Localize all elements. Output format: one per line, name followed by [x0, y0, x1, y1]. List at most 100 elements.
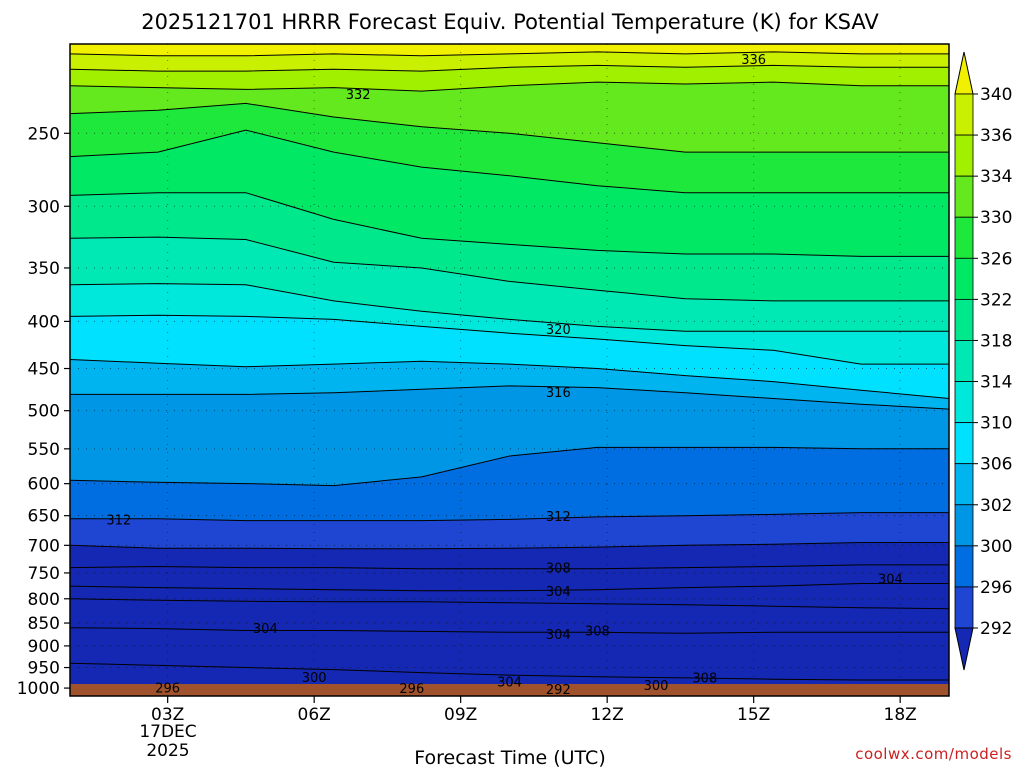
contour-line — [69, 627, 949, 634]
x-tick-label: 15Z — [737, 705, 770, 725]
contour-label: 308 — [585, 624, 610, 639]
y-tick-label: 850 — [28, 614, 60, 634]
colorbar-segment — [954, 504, 974, 547]
y-tick-label: 300 — [28, 197, 60, 217]
y-axis: 250 300 350 400 450 500 550 600 650 700 750 800 850 9… — [17, 124, 70, 699]
contour-line — [69, 236, 949, 302]
contour-label: 292 — [546, 683, 571, 698]
contour-line — [69, 51, 949, 57]
colorbar-label: 336 — [980, 126, 1012, 146]
y-tick-label: 750 — [28, 564, 60, 584]
x-date-line-2: 2025 — [146, 741, 189, 761]
colorbar-label: 330 — [980, 208, 1012, 228]
contour-band — [70, 385, 949, 486]
colorbar-segment — [954, 340, 974, 382]
y-tick-label: 900 — [28, 637, 60, 657]
colorbar-label: 300 — [980, 537, 1012, 557]
contour-band — [70, 130, 949, 257]
colorbar-segment — [954, 586, 974, 629]
contour-label: 296 — [155, 682, 180, 697]
y-tick-label: 250 — [28, 124, 60, 144]
contour-label: 308 — [546, 562, 571, 577]
x-axis: 03Z 06Z 09Z 12Z 15Z 18Z — [151, 696, 917, 725]
contour-label: 336 — [741, 53, 766, 68]
colorbar-segment — [954, 298, 974, 341]
contour-line — [69, 662, 949, 681]
contour-line — [69, 446, 949, 487]
contour-line — [69, 192, 949, 257]
contour-line — [69, 359, 950, 399]
credit-text: coolwx.com/models — [855, 745, 1012, 763]
contour-band — [70, 315, 949, 399]
contour-label: 312 — [106, 513, 131, 528]
contour-label-layer: 336 332 320 316 312 312 308 304 304 304 304 308 300 3… — [106, 53, 903, 698]
colorbar-label: 296 — [980, 578, 1012, 598]
contour-label: 308 — [692, 671, 717, 686]
y-tick-label: 500 — [28, 402, 60, 422]
contour-label: 312 — [546, 510, 571, 525]
contour-line — [69, 542, 949, 550]
contour-band — [70, 237, 949, 332]
colorbar-label: 318 — [980, 331, 1012, 351]
contour-fill-layer — [70, 44, 949, 696]
contour-label: 304 — [497, 676, 522, 691]
y-tick-label: 350 — [28, 259, 60, 279]
contour-line — [69, 583, 949, 592]
contour-label: 316 — [546, 386, 571, 401]
colorbar-label: 314 — [980, 373, 1012, 393]
contour-band — [70, 103, 949, 193]
x-tick-label: 09Z — [444, 705, 477, 725]
contour-band — [70, 283, 949, 365]
contour-label: 304 — [546, 585, 571, 600]
y-tick-label: 600 — [28, 475, 60, 495]
contour-line — [69, 314, 949, 365]
contour-band — [70, 542, 949, 569]
x-date-line-1: 17DEC — [139, 722, 196, 742]
contour-label: 304 — [878, 572, 903, 587]
x-axis-title: Forecast Time (UTC) — [414, 747, 605, 768]
colorbar-label: 334 — [980, 167, 1012, 187]
contour-band — [70, 627, 949, 680]
y-tick-label: 650 — [28, 507, 60, 527]
colorbar-segment — [954, 175, 974, 218]
contour-line — [69, 283, 949, 332]
colorbar-label: 292 — [980, 619, 1012, 639]
colorbar-top-arrow — [954, 51, 974, 95]
colorbar-segment — [954, 463, 974, 506]
contour-line — [69, 64, 949, 72]
contour-label: 296 — [399, 682, 424, 697]
plot-frame — [69, 43, 950, 697]
contour-band — [70, 447, 949, 521]
colorbar-segment — [954, 257, 974, 300]
contour-line — [70, 385, 950, 410]
colorbar-label: 340 — [980, 85, 1012, 105]
colorbar-segment — [954, 134, 974, 177]
x-tick-label: 03Z — [151, 705, 184, 725]
colorbar-segment — [954, 381, 974, 424]
colorbar-label: 310 — [980, 414, 1012, 434]
colorbar-segment — [954, 93, 974, 136]
ground-layer — [70, 684, 949, 696]
y-tick-label: 800 — [28, 590, 60, 610]
y-tick-label: 400 — [28, 312, 60, 332]
x-tick-label: 12Z — [591, 705, 624, 725]
contour-line — [69, 102, 949, 153]
contour-band — [70, 192, 949, 301]
colorbar-segment — [954, 545, 974, 588]
y-tick-label: 550 — [28, 440, 60, 460]
y-tick-label: 950 — [28, 659, 60, 679]
contour-band — [70, 598, 949, 634]
colorbar-segment — [954, 216, 974, 259]
colorbar-label: 326 — [980, 249, 1012, 269]
contour-label: 304 — [546, 628, 571, 643]
contour-band — [70, 512, 949, 549]
y-tick-label: 700 — [28, 536, 60, 556]
colorbar-label: 306 — [980, 455, 1012, 475]
contour-line — [69, 598, 950, 610]
y-tick-label: 450 — [28, 360, 60, 380]
contour-label: 320 — [546, 323, 571, 338]
colorbar-bottom-arrow — [954, 627, 974, 671]
contour-label: 304 — [253, 622, 278, 637]
contour-band — [70, 82, 949, 153]
